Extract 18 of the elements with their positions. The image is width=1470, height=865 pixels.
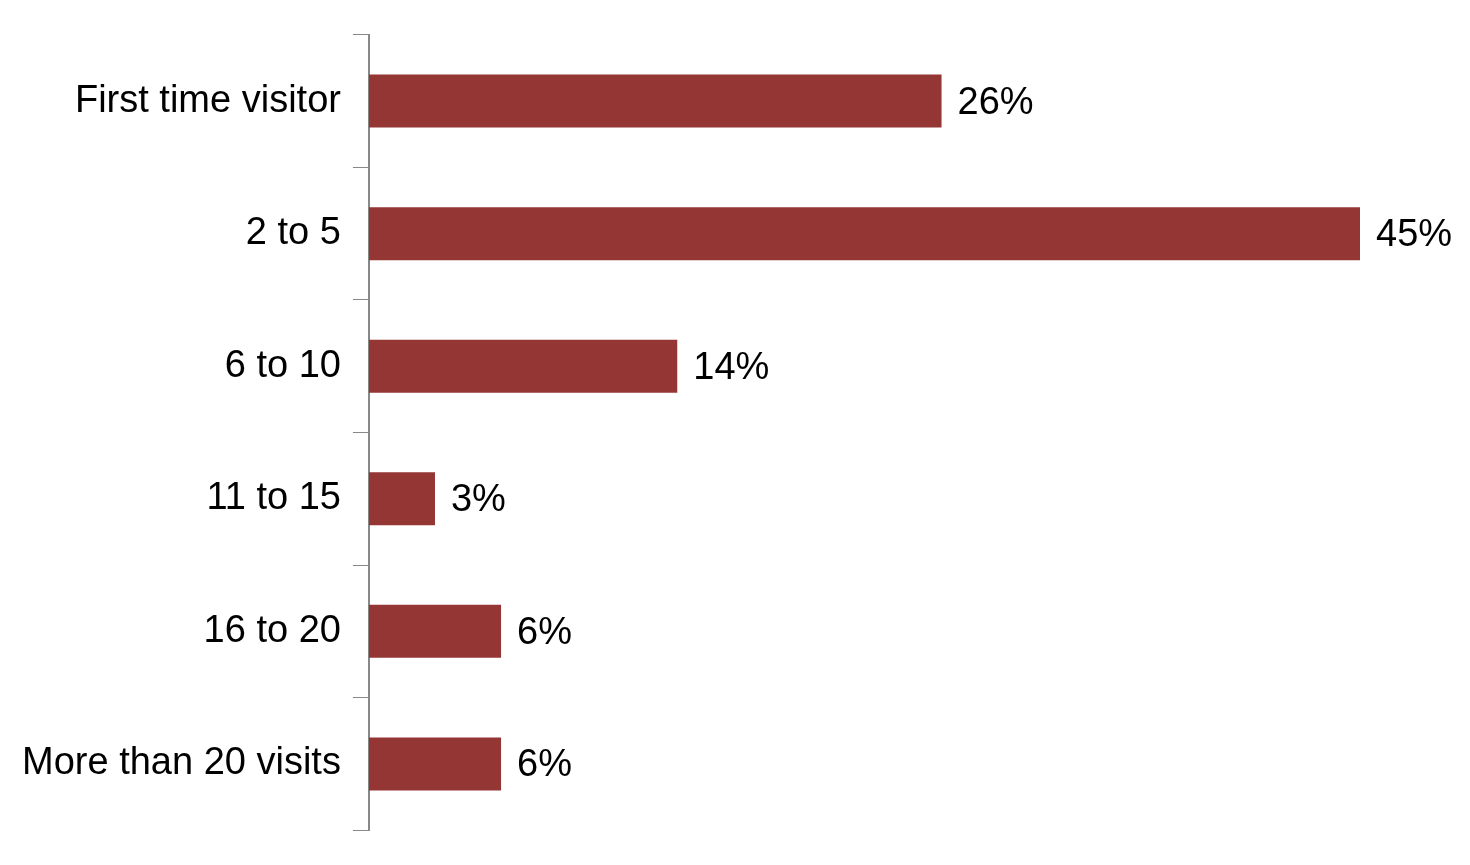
data-label: 45% bbox=[1376, 212, 1453, 255]
bar bbox=[368, 207, 1360, 261]
bar bbox=[368, 737, 502, 791]
bar bbox=[368, 472, 435, 526]
bar bbox=[368, 339, 678, 393]
data-label: 26% bbox=[957, 79, 1034, 122]
y-tick-label: 16 to 20 bbox=[203, 607, 341, 650]
y-tick-label: 2 to 5 bbox=[245, 210, 341, 253]
y-tick-label: 11 to 15 bbox=[206, 475, 341, 518]
data-label: 6% bbox=[517, 609, 572, 652]
y-tick-label: First time visitor bbox=[74, 77, 342, 120]
y-tick-label: 6 to 10 bbox=[224, 342, 341, 385]
data-label: 6% bbox=[517, 742, 572, 785]
y-tick-label: More than 20 visits bbox=[22, 740, 341, 783]
data-label: 14% bbox=[693, 344, 770, 387]
data-label: 3% bbox=[450, 477, 506, 520]
bar bbox=[368, 604, 502, 658]
bar bbox=[368, 74, 942, 128]
